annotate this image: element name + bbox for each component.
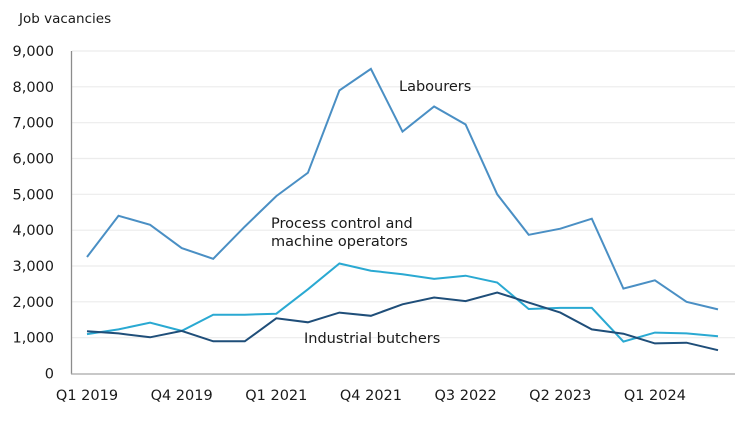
y-tick-label: 2,000 (12, 295, 54, 311)
y-tick-label: 6,000 (12, 152, 54, 168)
y-tick-label: 8,000 (12, 80, 54, 96)
y-tick-label: 0 (45, 367, 54, 383)
x-tick-label: Q2 2023 (529, 388, 591, 404)
series-label: machine operators (271, 234, 408, 250)
gridlines (72, 50, 735, 339)
series-label: Process control and (271, 216, 413, 232)
x-tick-label: Q1 2024 (624, 388, 686, 404)
series-line-industrial-butchers (86, 291, 719, 352)
x-tick-label: Q4 2021 (340, 388, 402, 404)
series-line-labourers (86, 67, 719, 311)
series-lines (86, 67, 719, 352)
series-line-process-control-and-machine-operators (86, 262, 719, 343)
series-annotations: Labourers Process control and machine oper… (271, 79, 471, 347)
y-tick-label: 4,000 (12, 223, 54, 239)
x-tick-label: Q3 2022 (435, 388, 497, 404)
x-tick-label: Q1 2019 (56, 388, 118, 404)
y-tick-label: 7,000 (12, 116, 54, 132)
y-axis-title: Job vacancies (19, 11, 112, 27)
y-tick-label: 1,000 (12, 331, 54, 347)
y-tick-label: 9,000 (12, 44, 54, 60)
series-label: Labourers (399, 79, 471, 95)
x-axis-ticks: Q1 2019 Q4 2019 Q1 2021 Q4 2021 Q3 2022 Q2 20… (56, 388, 686, 404)
y-axis-ticks: 0 1,000 2,000 3,000 4,000 5,000 6,000 7,000 8,00… (12, 44, 54, 383)
y-tick-label: 3,000 (12, 259, 54, 275)
y-tick-label: 5,000 (12, 187, 54, 203)
series-label: Industrial butchers (304, 331, 440, 347)
x-tick-label: Q4 2019 (151, 388, 213, 404)
x-tick-label: Q1 2021 (245, 388, 307, 404)
